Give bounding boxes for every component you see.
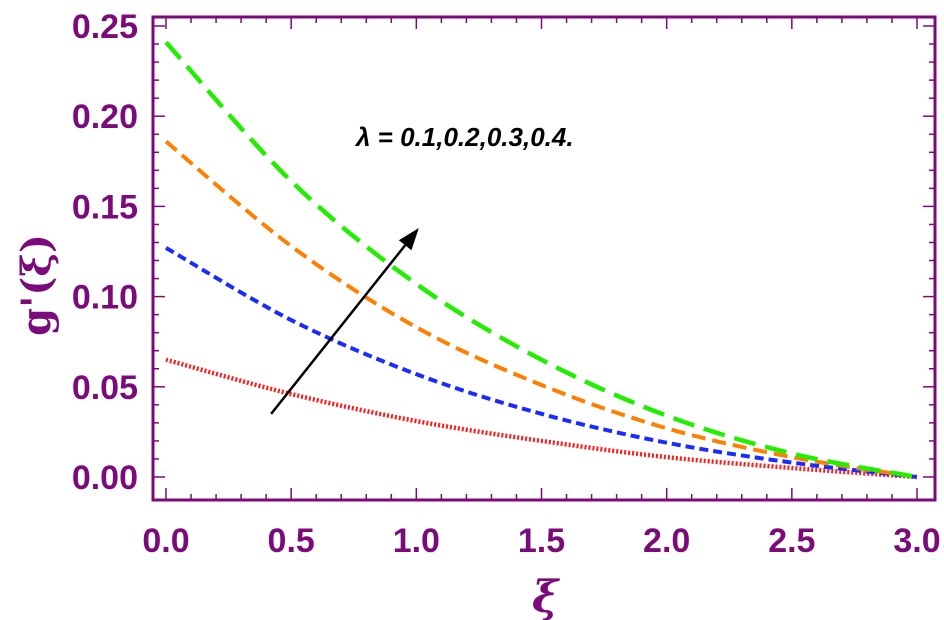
x-tick-label: 2.0 [643, 522, 690, 560]
series-line-1 [165, 357, 918, 480]
x-tick-label: 3.0 [893, 522, 940, 560]
y-tick-label: 0.20 [72, 98, 138, 136]
y-tick-label: 0.15 [72, 188, 138, 226]
trend-arrow-head [398, 228, 419, 251]
lambda-annotation: λ = 0.1,0.2,0.3,0.4. [354, 122, 574, 152]
x-axis-title: ξ [532, 572, 560, 620]
y-tick-label: 0.00 [72, 459, 138, 497]
x-tick-label: 0.5 [268, 522, 315, 560]
y-tick-label: 0.25 [72, 8, 138, 46]
y-tick-label: 0.10 [72, 279, 138, 317]
y-axis-title: g'(ξ) [13, 234, 60, 336]
x-tick-label: 1.5 [518, 522, 565, 560]
plot-frame [151, 15, 937, 502]
series-line-3 [164, 139, 918, 479]
y-tick-label: 0.05 [72, 369, 138, 407]
series-line-4 [164, 40, 918, 480]
series-line-2 [165, 246, 918, 479]
x-tick-label: 1.0 [393, 522, 440, 560]
trend-arrow-shaft [270, 244, 407, 415]
x-tick-label: 2.5 [768, 522, 815, 560]
x-tick-label: 0.0 [142, 522, 189, 560]
